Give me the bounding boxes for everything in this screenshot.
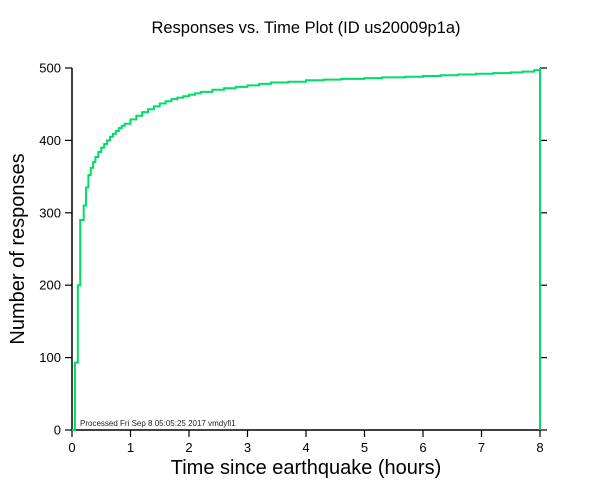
axis-ticks (65, 67, 547, 437)
tick-label: 500 (39, 61, 61, 76)
x-axis-label: Time since earthquake (hours) (171, 457, 442, 479)
tick-label: 300 (39, 205, 61, 220)
responses-step-line (72, 68, 541, 431)
tick-label: 100 (39, 350, 61, 365)
tick-label: 400 (39, 133, 61, 148)
plot-frame (71, 68, 541, 431)
tick-label: 1 (127, 440, 134, 455)
tick-label: 8 (536, 440, 543, 455)
axis-tick-labels: 0 100 200 300 400 500 0 1 2 3 4 5 6 7 8 (39, 61, 543, 456)
y-axis-label: Number of responses (7, 153, 29, 344)
tick-label: 0 (54, 423, 61, 438)
tick-label: 3 (244, 440, 251, 455)
tick-label: 0 (68, 440, 75, 455)
tick-label: 4 (302, 440, 309, 455)
processed-timestamp-note: Processed Fri Sep 8 05:05:25 2017 vmdyfi… (80, 419, 236, 428)
chart-title: Responses vs. Time Plot (ID us20009p1a) (151, 19, 460, 37)
tick-label: 6 (419, 440, 426, 455)
tick-label: 5 (361, 440, 368, 455)
tick-label: 7 (478, 440, 485, 455)
tick-label: 200 (39, 278, 61, 293)
tick-label: 2 (185, 440, 192, 455)
